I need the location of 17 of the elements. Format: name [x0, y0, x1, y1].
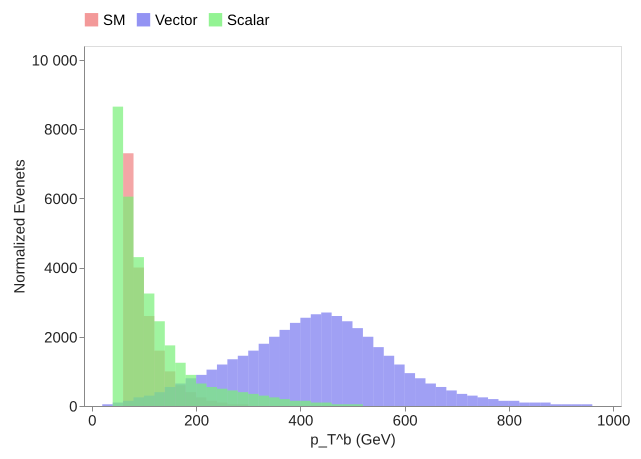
y-tick-label: 6000: [44, 190, 78, 208]
y-axis-title: Normalized Evenets: [12, 159, 29, 294]
y-tick-label: 0: [69, 398, 78, 416]
legend-label: Scalar: [227, 12, 270, 29]
x-tick-label: 1000: [596, 412, 630, 430]
x-tick-label: 600: [392, 412, 418, 430]
y-tick-label: 2000: [44, 329, 78, 346]
x-tick-label: 800: [496, 412, 522, 430]
x-tick-label: 400: [288, 412, 314, 430]
y-tick-label: 10 000: [32, 52, 78, 70]
y-tick-label: 4000: [44, 260, 78, 278]
legend-label: Vector: [155, 12, 198, 29]
y-tick-label: 8000: [44, 122, 78, 139]
x-axis-title: p_T^b (GeV): [310, 432, 396, 448]
x-tick-label: 0: [88, 412, 96, 430]
legend-label: SM: [103, 12, 126, 29]
x-tick-label: 200: [184, 412, 210, 430]
